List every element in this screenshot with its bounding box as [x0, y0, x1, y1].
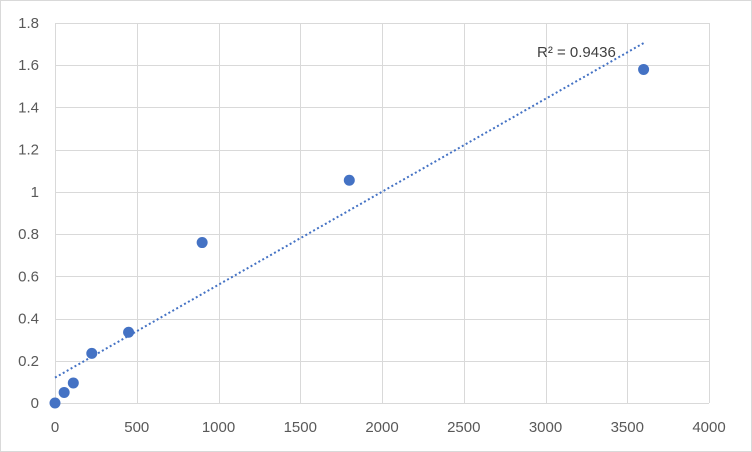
gridlines	[55, 23, 710, 404]
y-tick-label: 0.2	[18, 353, 39, 370]
y-tick-label: 0.8	[18, 226, 39, 243]
y-tick-label: 1.6	[18, 57, 39, 74]
trendline-group	[54, 42, 645, 379]
x-tick-label: 3500	[611, 419, 644, 436]
trendline	[54, 42, 645, 379]
data-points	[49, 63, 650, 409]
y-tick-label: 1.2	[18, 142, 39, 159]
x-axis-tick-labels: 0 500 1000 1500 2000 2500 3000 3500 4000	[51, 419, 726, 436]
x-tick-label: 0	[51, 419, 59, 436]
data-point	[67, 377, 79, 389]
data-point	[196, 237, 208, 249]
y-tick-label: 0.6	[18, 268, 39, 285]
y-tick-label: 0	[31, 395, 39, 412]
x-tick-label: 3000	[529, 419, 562, 436]
data-point	[638, 63, 650, 75]
data-point	[123, 326, 135, 338]
r-squared-label: R² = 0.9436	[537, 44, 616, 61]
x-tick-label: 500	[124, 419, 149, 436]
x-tick-label: 1500	[284, 419, 317, 436]
y-tick-label: 1	[31, 184, 39, 201]
y-tick-label: 1.8	[18, 15, 39, 32]
x-tick-label: 2000	[365, 419, 398, 436]
x-tick-label: 1000	[202, 419, 235, 436]
y-axis-tick-labels: 0 0.2 0.4 0.6 0.8 1 1.2 1.4 1.6 1.8	[18, 15, 39, 412]
y-tick-label: 0.4	[18, 311, 39, 328]
data-point	[49, 397, 61, 409]
data-point	[86, 347, 98, 359]
y-tick-label: 1.4	[18, 99, 39, 116]
x-tick-label: 2500	[447, 419, 480, 436]
data-point	[343, 174, 355, 186]
data-point	[58, 386, 70, 398]
x-tick-label: 4000	[692, 419, 725, 436]
